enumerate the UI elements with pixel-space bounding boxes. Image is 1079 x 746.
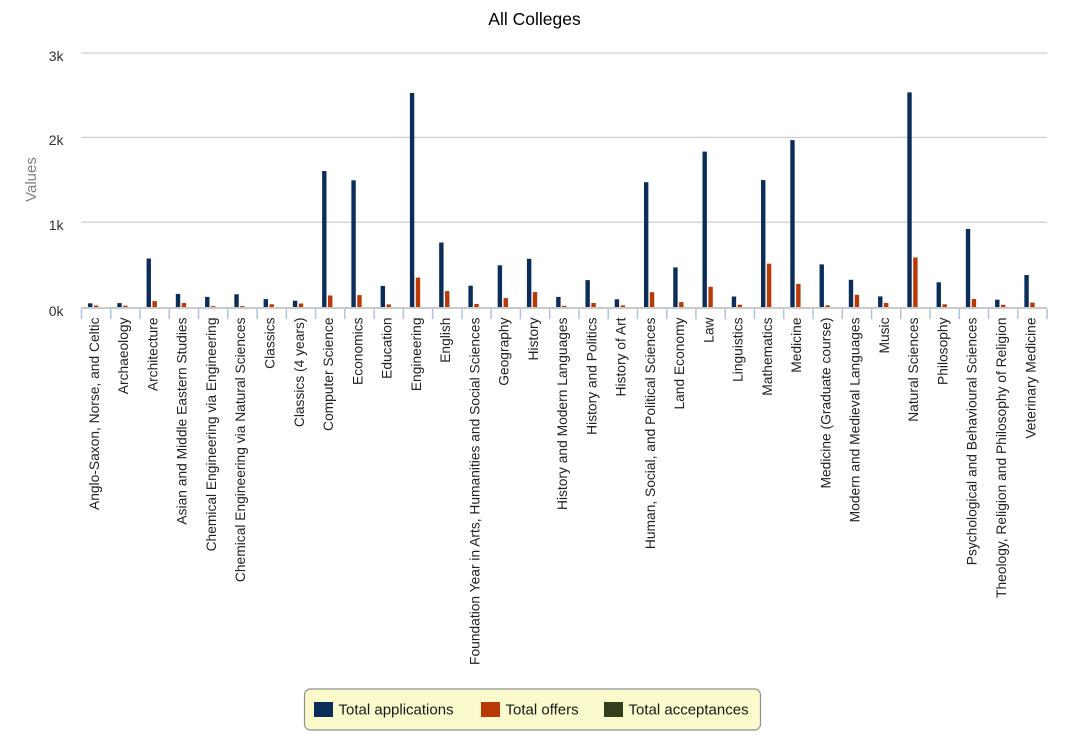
svg-text:Foundation Year in Arts, Human: Foundation Year in Arts, Humanities and … xyxy=(467,317,482,665)
svg-text:Archaeology: Archaeology xyxy=(116,317,131,394)
svg-text:Economics: Economics xyxy=(350,317,365,385)
svg-text:Music: Music xyxy=(877,317,892,353)
svg-text:All Colleges: All Colleges xyxy=(488,9,581,29)
svg-text:Total offers: Total offers xyxy=(506,702,579,719)
svg-text:History and Politics: History and Politics xyxy=(584,317,599,434)
svg-text:Modern and Medieval Languages: Modern and Medieval Languages xyxy=(848,317,863,522)
svg-text:Engineering: Engineering xyxy=(409,318,424,392)
svg-text:Computer Science: Computer Science xyxy=(321,317,336,431)
svg-text:1k: 1k xyxy=(49,217,65,233)
svg-text:Asian and Middle Eastern Studi: Asian and Middle Eastern Studies xyxy=(175,317,190,524)
svg-text:Medicine: Medicine xyxy=(789,317,804,373)
svg-text:History and Modern Languages: History and Modern Languages xyxy=(555,317,570,510)
svg-text:Mathematics: Mathematics xyxy=(760,317,775,395)
svg-text:Anglo-Saxon, Norse, and Celtic: Anglo-Saxon, Norse, and Celtic xyxy=(87,317,102,510)
svg-text:Classics (4 years): Classics (4 years) xyxy=(292,318,307,428)
svg-text:English: English xyxy=(438,318,453,363)
svg-text:Human, Social, and Political S: Human, Social, and Political Sciences xyxy=(643,317,658,549)
svg-text:History: History xyxy=(526,317,541,360)
svg-text:History of Art: History of Art xyxy=(614,317,629,396)
svg-text:Psychological and Behavioural: Psychological and Behavioural Sciences xyxy=(965,317,980,565)
svg-text:Total applications: Total applications xyxy=(339,702,454,719)
svg-text:Chemical Engineering via Natur: Chemical Engineering via Natural Science… xyxy=(233,317,248,582)
svg-text:Architecture: Architecture xyxy=(145,317,160,391)
svg-text:Total acceptances: Total acceptances xyxy=(629,702,749,719)
svg-text:Natural Sciences: Natural Sciences xyxy=(906,317,921,421)
svg-text:Veterinary Medicine: Veterinary Medicine xyxy=(1023,317,1038,438)
svg-text:Values: Values xyxy=(23,157,40,202)
svg-text:3k: 3k xyxy=(49,48,65,64)
svg-text:Theology, Religion and Philoso: Theology, Religion and Philosophy of Rel… xyxy=(994,318,1009,598)
svg-text:Chemical Engineering via Engin: Chemical Engineering via Engineering xyxy=(204,318,219,552)
svg-text:Geography: Geography xyxy=(497,317,512,385)
svg-text:Classics: Classics xyxy=(262,317,277,368)
svg-text:Medicine (Graduate course): Medicine (Graduate course) xyxy=(818,318,833,489)
svg-text:Linguistics: Linguistics xyxy=(731,317,746,382)
svg-text:0k: 0k xyxy=(49,303,65,319)
svg-text:Education: Education xyxy=(380,318,395,379)
svg-text:2k: 2k xyxy=(49,132,65,148)
svg-text:Land Economy: Land Economy xyxy=(672,317,687,409)
svg-text:Law: Law xyxy=(701,317,716,342)
svg-text:Philosophy: Philosophy xyxy=(935,317,950,385)
